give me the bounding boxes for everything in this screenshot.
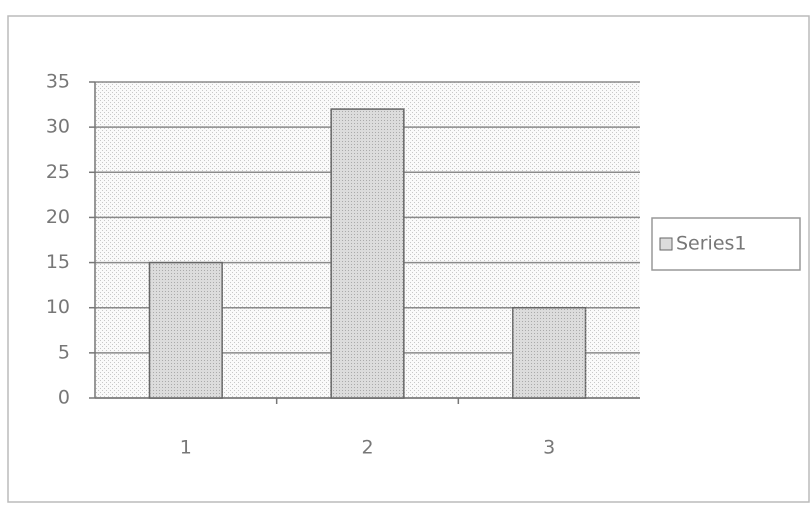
bar-texture	[331, 109, 404, 398]
bar-texture	[149, 262, 223, 398]
x-tick-label: 2	[361, 437, 373, 459]
legend-swatch	[659, 237, 673, 251]
bar-texture	[512, 307, 586, 398]
y-tick-label: 15	[46, 251, 70, 273]
x-tick-label: 1	[180, 437, 192, 459]
y-tick-label: 35	[46, 71, 70, 93]
x-tick-label: 3	[543, 437, 555, 459]
legend-box	[651, 217, 801, 271]
y-tick-label: 30	[46, 116, 70, 138]
legend-label: Series1	[676, 233, 747, 255]
y-tick-label: 0	[58, 387, 70, 409]
legend	[651, 217, 801, 271]
y-tick-label: 20	[46, 206, 70, 228]
y-tick-label: 5	[58, 341, 70, 363]
y-tick-label: 25	[46, 161, 70, 183]
y-tick-label: 10	[46, 296, 70, 318]
